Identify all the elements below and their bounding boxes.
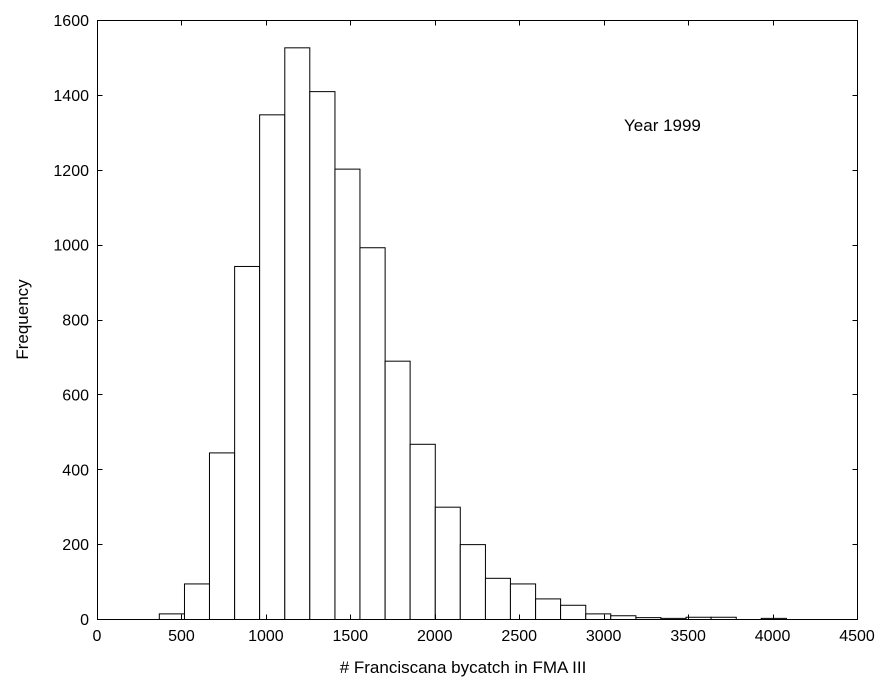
- y-tick-label: 1200: [53, 163, 89, 180]
- histogram-bar: [610, 615, 637, 620]
- x-tick-label: 0: [93, 628, 102, 645]
- histogram-bar: [234, 265, 261, 620]
- x-tick-label: 1500: [333, 628, 369, 645]
- y-tick-label: 1400: [53, 88, 89, 105]
- histogram-bar: [309, 91, 336, 621]
- histogram-bar: [409, 443, 436, 621]
- x-tick-label: 3500: [670, 628, 706, 645]
- histogram-bar: [459, 544, 486, 620]
- histogram-bar: [384, 360, 411, 620]
- x-axis-label: # Franciscana bycatch in FMA III: [340, 658, 587, 677]
- y-tick-label: 400: [62, 462, 89, 479]
- y-tick-label: 1600: [53, 13, 89, 30]
- histogram-bar: [509, 583, 537, 621]
- histogram-bar: [560, 604, 587, 620]
- histogram-bar: [158, 613, 185, 621]
- x-tick-label: 4000: [755, 628, 791, 645]
- histogram-bar: [208, 452, 236, 621]
- histogram-bar: [535, 598, 562, 620]
- bars-group: [158, 47, 787, 621]
- year-annotation: Year 1999: [624, 116, 701, 135]
- x-tick-label: 4500: [839, 628, 875, 645]
- histogram-bar: [183, 583, 210, 621]
- x-tick-label: 500: [168, 628, 195, 645]
- y-tick-label: 600: [62, 387, 89, 404]
- histogram-bar: [259, 114, 286, 620]
- x-tick-label: 3000: [586, 628, 622, 645]
- y-tick-label: 200: [62, 537, 89, 554]
- x-tick-label: 1000: [248, 628, 284, 645]
- x-tick-label: 2500: [501, 628, 537, 645]
- histogram-bar: [434, 506, 461, 620]
- histogram-bar: [284, 47, 311, 621]
- x-tick-label: 2000: [417, 628, 453, 645]
- histogram-bar: [334, 168, 361, 621]
- histogram-bar: [359, 247, 386, 620]
- y-axis-label: Frequency: [13, 279, 32, 360]
- histogram-bar: [585, 613, 612, 621]
- y-tick-label: 0: [80, 612, 89, 629]
- y-tick-label: 800: [62, 313, 89, 330]
- y-axis: 0 200 400 600 800 1000 1200 1400 1600: [53, 13, 858, 629]
- x-axis: 0 500 1000 1500 2000 2500 3000 3500 4000 4500: [93, 20, 875, 645]
- histogram-bar: [484, 577, 511, 620]
- y-tick-label: 1000: [53, 238, 89, 255]
